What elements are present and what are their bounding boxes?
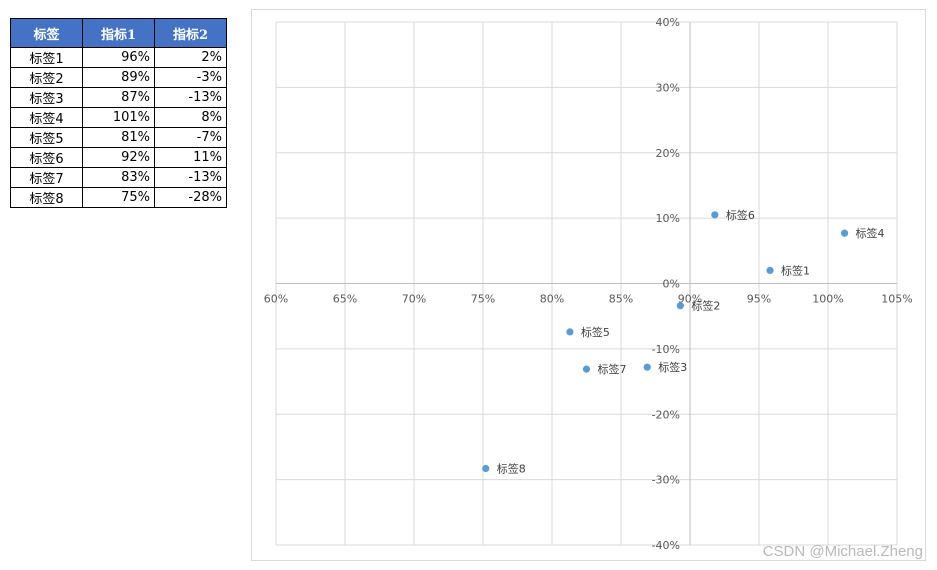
cell-metric1[interactable]: 75% [82,187,155,208]
y-tick-label: 40% [656,16,680,29]
scatter-chart-svg: 60% 65% 70% 75% 80% 85% 90% 95% 100% 105% 40% 30% 20… [264,16,913,552]
x-tick-label: 65% [333,293,357,306]
cell-metric2[interactable]: -28% [154,187,227,208]
cell-label[interactable]: 标签1 [10,47,83,68]
cell-label[interactable]: 标签5 [10,127,83,148]
header-metric2[interactable]: 指标2 [154,18,227,48]
x-tick-label: 105% [881,293,912,306]
data-label: 标签2 [691,299,720,313]
y-tick-label: -30% [652,474,680,487]
data-point[interactable] [566,328,574,336]
data-point[interactable] [582,365,591,373]
data-label: 标签8 [497,462,526,476]
cell-metric1[interactable]: 87% [82,87,155,108]
watermark: CSDN @Michael.Zheng [762,543,923,560]
table-header-row: 标签 指标1 指标2 [10,18,227,48]
x-tick-label: 80% [540,293,564,306]
table-row: 标签1 96% 2% [10,47,227,68]
x-tick-label: 70% [402,293,426,306]
data-point[interactable] [840,229,849,237]
x-tick-label: 100% [812,293,843,306]
cell-metric2[interactable]: -13% [154,167,227,188]
cell-label[interactable]: 标签2 [10,67,83,88]
cell-metric1[interactable]: 92% [82,147,155,168]
data-label: 标签4 [856,226,885,240]
cell-metric1[interactable]: 83% [82,167,155,188]
cell-label[interactable]: 标签7 [10,167,83,188]
data-point[interactable] [766,266,774,275]
scatter-chart[interactable]: 60% 65% 70% 75% 80% 85% 90% 95% 100% 105% 40% 30% 20… [251,9,926,561]
cell-metric1[interactable]: 96% [82,47,155,68]
table-row: 标签6 92% 11% [10,147,227,168]
table-row: 标签5 81% -7% [10,127,227,148]
header-label[interactable]: 标签 [10,18,83,48]
cell-metric1[interactable]: 101% [82,107,155,128]
table-row: 标签3 87% -13% [10,87,227,108]
y-tick-label: -20% [652,408,680,421]
cell-metric1[interactable]: 81% [82,127,155,148]
data-point[interactable] [482,464,490,473]
cell-metric2[interactable]: -3% [154,67,227,88]
x-tick-label: 90% [678,293,702,306]
table-row: 标签8 75% -28% [10,187,227,208]
cell-metric2[interactable]: 8% [154,107,227,128]
data-label: 标签1 [781,263,810,277]
cell-metric2[interactable]: -7% [154,127,227,148]
data-label: 标签3 [658,360,687,374]
cell-label[interactable]: 标签3 [10,87,83,108]
data-label: 标签6 [726,208,755,222]
table-row: 标签2 89% -3% [10,67,227,88]
table-row: 标签7 83% -13% [10,167,227,188]
header-metric1[interactable]: 指标1 [82,18,155,48]
cell-metric2[interactable]: 2% [154,47,227,68]
y-tick-label: -10% [652,343,680,356]
data-point[interactable] [711,211,719,219]
x-tick-label: 60% [264,293,288,306]
y-tick-label: 20% [656,147,680,160]
x-tick-label: 95% [747,293,771,306]
y-tick-label: 30% [656,81,680,94]
x-tick-label: 75% [471,293,495,306]
cell-metric2[interactable]: 11% [154,147,227,168]
data-point[interactable] [676,302,684,310]
y-tick-label: 10% [656,212,680,225]
y-tick-label: -40% [652,539,680,552]
cell-label[interactable]: 标签4 [10,107,83,128]
table-row: 标签4 101% 8% [10,107,227,128]
data-label: 标签5 [581,325,610,339]
data-point[interactable] [643,363,651,371]
x-tick-label: 85% [609,293,633,306]
cell-metric1[interactable]: 89% [82,67,155,88]
cell-label[interactable]: 标签8 [10,187,83,208]
y-tick-label: 0% [663,278,680,291]
cell-label[interactable]: 标签6 [10,147,83,168]
cell-metric2[interactable]: -13% [154,87,227,108]
data-label: 标签7 [598,362,627,376]
data-table: 标签 指标1 指标2 标签1 96% 2% 标签2 89% -3% 标签3 87… [10,18,227,208]
